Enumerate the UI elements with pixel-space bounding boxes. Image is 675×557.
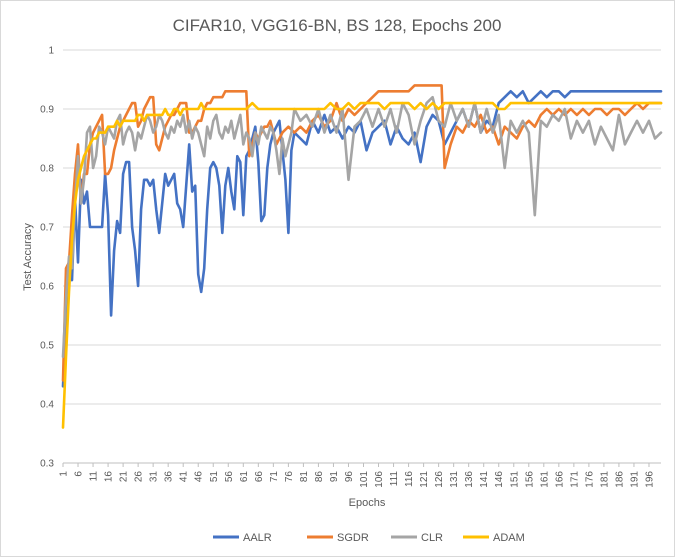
grid-lines <box>63 49 661 464</box>
x-tick-label: 151 <box>509 471 520 488</box>
legend-label-adam: ADAM <box>493 532 525 544</box>
series-line-sgdr <box>61 84 663 382</box>
x-tick-label: 186 <box>614 471 625 488</box>
x-tick-label: 96 <box>344 471 355 483</box>
x-tick-label: 121 <box>419 471 430 488</box>
legend-label-aalr: AALR <box>243 532 272 544</box>
x-tick-label: 66 <box>254 471 265 483</box>
y-tick-label: 0.9 <box>40 105 54 116</box>
x-tick-label: 106 <box>374 471 385 488</box>
x-tick-label: 146 <box>494 471 505 488</box>
x-axis-label: Epochs <box>349 497 386 509</box>
x-tick-label: 166 <box>554 471 565 488</box>
legend-label-clr: CLR <box>421 532 443 544</box>
x-tick-label: 71 <box>269 471 280 483</box>
x-tick-label: 141 <box>479 471 490 488</box>
y-tick-label: 0.6 <box>40 282 54 293</box>
series-lines <box>61 84 663 429</box>
x-axis-ticks: 1 6 11 16 21 26 31 36 41 46 51 56 61 66 71 76 81 86 91 96 10… <box>59 463 655 488</box>
y-tick-label: 0.4 <box>40 400 54 411</box>
y-axis-label: Test Accuracy <box>22 223 34 291</box>
x-tick-label: 21 <box>119 471 130 483</box>
y-tick-label: 0.3 <box>40 459 54 470</box>
x-tick-label: 51 <box>209 471 220 483</box>
x-tick-label: 36 <box>164 471 175 483</box>
legend-label-sgdr: SGDR <box>337 532 369 544</box>
x-tick-label: 76 <box>284 471 295 483</box>
x-tick-label: 11 <box>89 471 100 482</box>
x-tick-label: 181 <box>599 471 610 488</box>
x-tick-label: 41 <box>179 471 190 483</box>
x-tick-label: 86 <box>314 471 325 483</box>
x-tick-label: 1 <box>59 471 70 477</box>
x-tick-label: 111 <box>389 471 400 487</box>
x-tick-label: 161 <box>539 471 550 488</box>
y-tick-label: 0.5 <box>40 341 54 352</box>
y-axis-ticks: 0.3 0.4 0.5 0.6 0.7 0.8 0.9 1 <box>40 46 54 470</box>
y-tick-label: 1 <box>48 46 54 57</box>
x-tick-label: 26 <box>134 471 145 483</box>
x-tick-label: 61 <box>239 471 250 483</box>
x-tick-label: 56 <box>224 471 235 483</box>
x-tick-label: 131 <box>449 471 460 488</box>
y-tick-label: 0.8 <box>40 164 54 175</box>
series-line-aalr <box>61 90 663 388</box>
legend: AALR SGDR CLR ADAM <box>213 532 525 544</box>
x-tick-label: 46 <box>194 471 205 483</box>
x-tick-label: 191 <box>629 471 640 488</box>
x-tick-label: 171 <box>569 471 580 488</box>
x-tick-label: 176 <box>584 471 595 488</box>
x-tick-label: 116 <box>404 471 415 487</box>
x-tick-label: 81 <box>299 471 310 483</box>
x-tick-label: 91 <box>329 471 340 483</box>
x-tick-label: 31 <box>149 471 160 483</box>
series-line-adam <box>61 101 663 429</box>
chart-title: CIFAR10, VGG16-BN, BS 128, Epochs 200 <box>173 16 502 35</box>
y-tick-label: 0.7 <box>40 223 54 234</box>
x-tick-label: 101 <box>359 471 370 488</box>
x-tick-label: 156 <box>524 471 535 488</box>
x-tick-label: 6 <box>74 471 85 477</box>
series-line-clr <box>61 95 663 359</box>
x-tick-label: 196 <box>644 471 655 488</box>
x-tick-label: 16 <box>104 471 115 483</box>
x-tick-label: 126 <box>434 471 445 488</box>
x-tick-label: 136 <box>464 471 475 488</box>
